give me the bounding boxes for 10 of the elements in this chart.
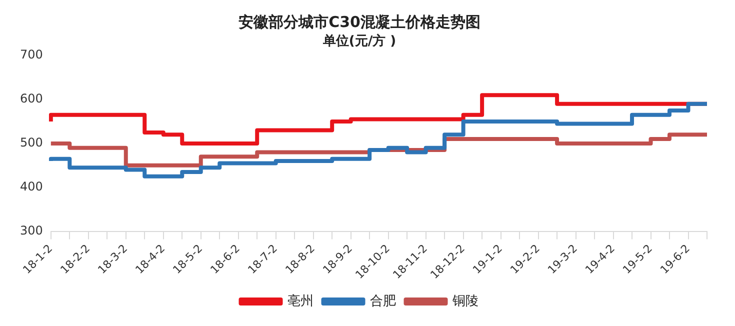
y-tick-label: 300 <box>20 223 43 238</box>
y-tick-label: 700 <box>20 48 43 62</box>
chart-subtitle: 单位(元/方 ) <box>322 33 396 50</box>
legend-label: 合肥 <box>370 294 396 309</box>
chart-title: 安徽部分城市C30混凝土价格走势图 <box>238 12 480 31</box>
legend-label: 铜陵 <box>451 294 478 309</box>
y-tick-label: 600 <box>20 92 43 106</box>
y-tick-label: 500 <box>20 136 43 150</box>
y-tick-label: 400 <box>20 180 43 194</box>
legend-label: 亳州 <box>287 292 314 309</box>
